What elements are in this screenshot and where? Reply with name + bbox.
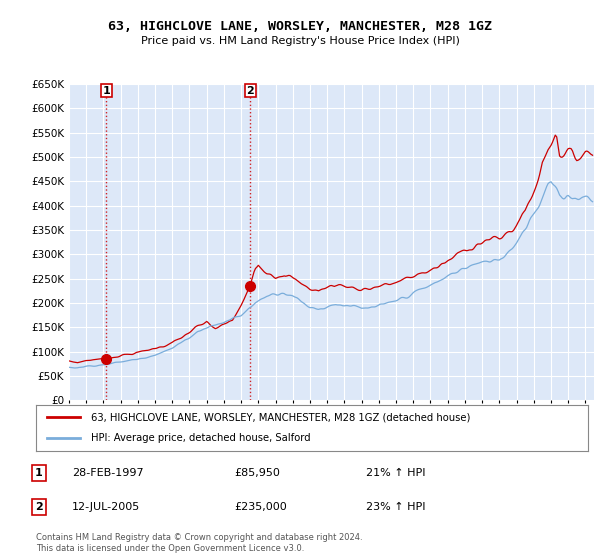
Text: £85,950: £85,950 (234, 468, 280, 478)
Text: HPI: Average price, detached house, Salford: HPI: Average price, detached house, Salf… (91, 433, 311, 444)
Text: 63, HIGHCLOVE LANE, WORSLEY, MANCHESTER, M28 1GZ (detached house): 63, HIGHCLOVE LANE, WORSLEY, MANCHESTER,… (91, 412, 470, 422)
Text: 2: 2 (247, 86, 254, 96)
Text: 28-FEB-1997: 28-FEB-1997 (72, 468, 143, 478)
Text: 23% ↑ HPI: 23% ↑ HPI (366, 502, 425, 512)
Text: Contains HM Land Registry data © Crown copyright and database right 2024.
This d: Contains HM Land Registry data © Crown c… (36, 533, 362, 553)
Text: 1: 1 (35, 468, 43, 478)
Text: 2: 2 (35, 502, 43, 512)
Text: £235,000: £235,000 (234, 502, 287, 512)
Text: 1: 1 (103, 86, 110, 96)
Text: 21% ↑ HPI: 21% ↑ HPI (366, 468, 425, 478)
Text: 63, HIGHCLOVE LANE, WORSLEY, MANCHESTER, M28 1GZ: 63, HIGHCLOVE LANE, WORSLEY, MANCHESTER,… (108, 20, 492, 32)
Text: Price paid vs. HM Land Registry's House Price Index (HPI): Price paid vs. HM Land Registry's House … (140, 36, 460, 46)
Text: 12-JUL-2005: 12-JUL-2005 (72, 502, 140, 512)
